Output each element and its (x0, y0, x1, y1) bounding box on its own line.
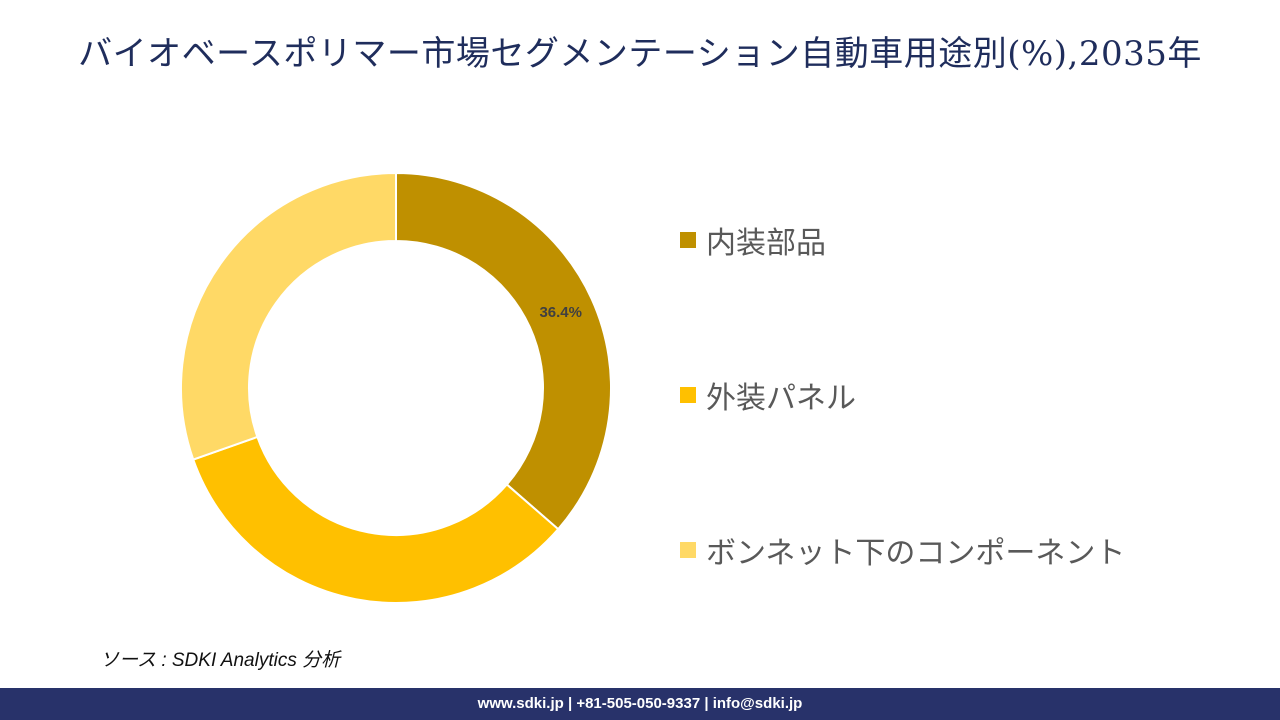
chart-title: バイオベースポリマー市場セグメンテーション自動車用途別(%),2035年 (78, 34, 1202, 74)
donut-slice-3 (180, 172, 397, 461)
legend-item-3: ボンネット下のコンポーネント (680, 528, 1125, 572)
donut-slice-1 (395, 172, 612, 531)
legend-label: 内装部品 (706, 226, 826, 261)
footer-contact-bar: www.sdki.jp | +81-505-050-9337 | info@sd… (0, 688, 1280, 720)
legend-swatch (680, 232, 696, 248)
legend-label: ボンネット下のコンポーネント (706, 536, 1126, 571)
legend-item-1: 内装部品 (680, 218, 826, 262)
legend-swatch (680, 542, 696, 558)
donut-slice-2 (191, 435, 560, 604)
legend-item-2: 外装パネル (680, 373, 856, 417)
legend-swatch (680, 387, 696, 403)
legend-label: 外装パネル (706, 381, 856, 416)
donut-chart: 36.4% (180, 172, 612, 604)
source-note: ソース : SDKI Analytics 分析 (100, 650, 341, 671)
data-label-1: 36.4% (539, 304, 582, 321)
